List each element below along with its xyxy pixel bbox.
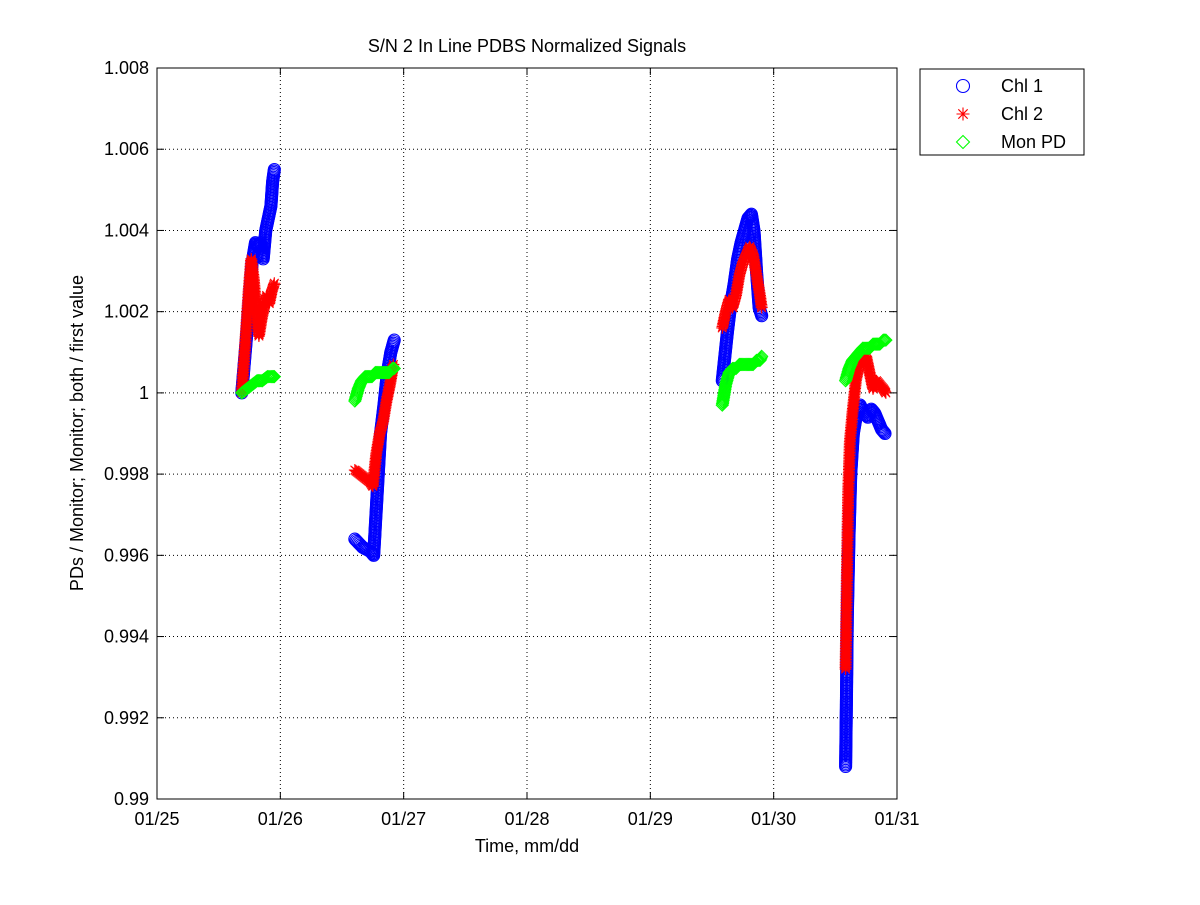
x-tick-label: 01/30 — [751, 809, 796, 829]
data-point — [268, 277, 281, 290]
data-point — [745, 244, 758, 257]
data-point — [743, 240, 756, 253]
data-point — [260, 369, 275, 384]
data-point — [878, 426, 892, 441]
legend-item-mon-pd: Mon PD — [955, 132, 1066, 152]
data-point — [879, 333, 893, 347]
data-point — [749, 353, 764, 368]
x-tick-label: 01/31 — [874, 809, 919, 829]
data-point — [867, 382, 880, 395]
x-tick-label: 01/28 — [504, 809, 549, 829]
x-axis-label: Time, mm/dd — [475, 836, 579, 856]
series-mon-pd — [235, 333, 893, 412]
data-point — [267, 369, 282, 384]
series-chl-2 — [235, 240, 892, 676]
data-point — [739, 250, 752, 263]
legend-marker — [956, 107, 970, 121]
data-point — [387, 358, 400, 371]
legend-label: Chl 1 — [1001, 76, 1043, 96]
data-point — [744, 242, 757, 255]
data-point — [251, 373, 266, 388]
plot-area — [157, 68, 897, 799]
data-point — [737, 255, 750, 268]
tick-layer: 01/25 01/26 01/27 01/28 01/29 01/30 01/31 0.99 0… — [104, 58, 920, 829]
data-point — [877, 425, 891, 440]
data-point — [875, 423, 889, 438]
data-point — [750, 353, 765, 368]
data-point — [740, 248, 753, 261]
y-tick-label: 0.992 — [104, 708, 149, 728]
legend-label: Chl 2 — [1001, 104, 1043, 124]
data-point — [876, 333, 891, 347]
data-point — [875, 422, 889, 436]
data-point — [876, 424, 890, 439]
grid-layer — [157, 68, 897, 799]
y-tick-label: 1 — [139, 383, 149, 403]
data-point — [386, 361, 401, 376]
data-point — [744, 243, 757, 256]
data-layer — [235, 162, 893, 774]
data-point — [745, 246, 758, 259]
chart-title: S/N 2 In Line PDBS Normalized Signals — [368, 36, 686, 56]
legend: Chl 1 Chl 2 Mon PD — [919, 68, 1085, 156]
y-tick-label: 0.994 — [104, 627, 149, 647]
x-tick-label: 01/26 — [258, 809, 303, 829]
data-point — [265, 369, 280, 384]
data-point — [739, 251, 752, 264]
x-tick-label: 01/27 — [381, 809, 426, 829]
data-point — [738, 252, 751, 265]
data-point — [871, 337, 886, 351]
data-point — [754, 350, 768, 365]
y-tick-label: 0.99 — [114, 789, 149, 809]
data-point — [737, 254, 750, 267]
x-tick-label: 01/29 — [628, 809, 673, 829]
data-point — [736, 256, 749, 269]
legend-marker — [955, 134, 971, 150]
data-point — [263, 369, 277, 384]
legend-item-chl-2: Chl 2 — [956, 104, 1043, 124]
y-tick-label: 1.004 — [104, 220, 149, 240]
x-tick-label: 01/25 — [134, 809, 179, 829]
data-point — [267, 162, 281, 177]
data-point — [746, 247, 759, 260]
y-axis-label: PDs / Monitor; Monitor; both / first val… — [67, 275, 87, 591]
data-point — [754, 349, 769, 364]
y-tick-label: 0.998 — [104, 464, 149, 484]
y-tick-label: 1.002 — [104, 302, 149, 322]
legend-marker — [955, 78, 971, 94]
y-tick-label: 0.996 — [104, 545, 149, 565]
data-point — [387, 333, 401, 347]
data-point — [385, 361, 400, 376]
y-tick-label: 1.006 — [104, 139, 149, 159]
data-point — [381, 365, 395, 380]
data-point — [877, 333, 892, 347]
legend-box — [919, 68, 1085, 156]
legend-label: Mon PD — [1001, 132, 1066, 152]
legend-item-chl-1: Chl 1 — [955, 76, 1043, 96]
legend-items: Chl 1 Chl 2 Mon PD — [955, 76, 1066, 152]
data-point — [266, 369, 281, 384]
data-point — [755, 301, 768, 314]
data-point — [264, 369, 279, 384]
data-point — [867, 381, 880, 394]
data-point — [879, 386, 892, 399]
data-point — [387, 361, 402, 376]
data-point — [261, 369, 276, 384]
y-tick-label: 1.008 — [104, 58, 149, 78]
